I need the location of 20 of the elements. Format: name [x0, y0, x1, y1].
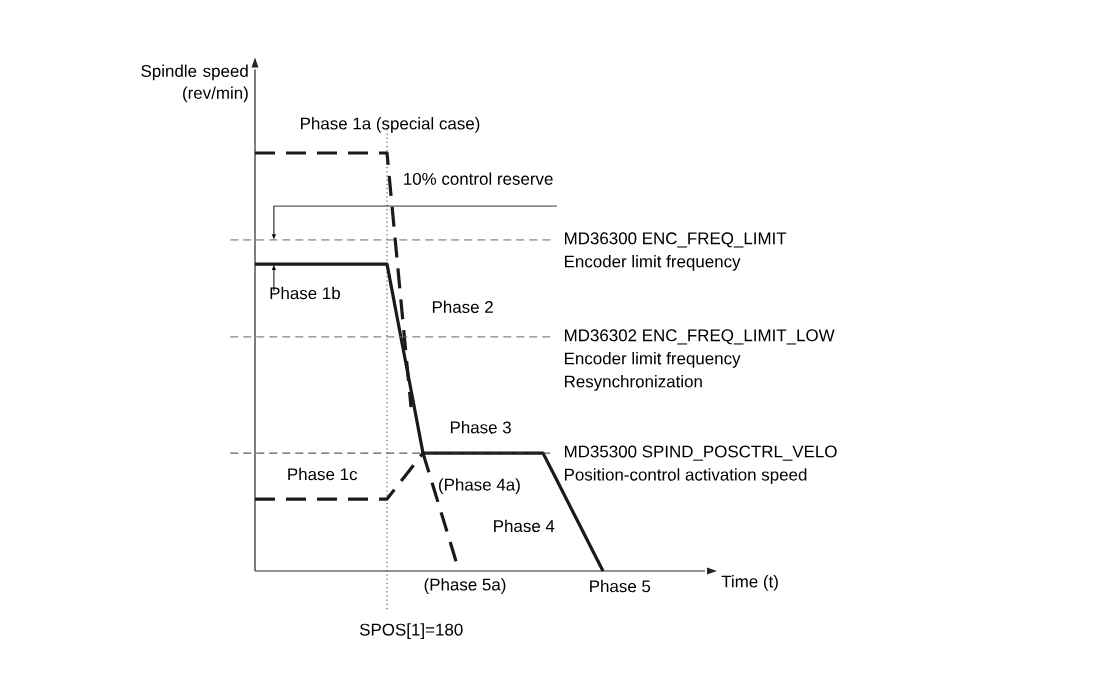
ref-line-label: MD35300 SPIND_POSCTRL_VELO: [565, 445, 837, 461]
annotation: Position-control activation speed: [565, 468, 807, 484]
annotation: Encoder limit frequency: [565, 255, 741, 271]
ref-line-label: MD36300 ENC_FREQ_LIMIT: [565, 232, 787, 248]
annotation: Phase 2: [432, 300, 493, 314]
text: SPOS[1]=180: [359, 623, 463, 639]
text: Phase 5: [590, 579, 651, 593]
y-axis-title: Spindle speed (rev/min): [141, 64, 248, 103]
text: Phase 1a (special case): [301, 117, 480, 133]
annotation: Phase 1c: [288, 467, 358, 481]
ref-line-label: 10% control reserve: [404, 172, 553, 185]
text: Time (t): [721, 575, 778, 591]
annotation: Phase 4: [494, 519, 555, 533]
annotation: Phase 1b: [270, 286, 340, 300]
ref-line-label: MD36302 ENC_FREQ_LIMIT_LOW: [565, 329, 835, 345]
text: (Phase 5a): [424, 578, 506, 594]
annotation: Encoder limit frequency: [565, 352, 741, 368]
annotation: Resynchronization: [565, 375, 702, 391]
annotation: Phase 3: [450, 420, 511, 434]
annotation: (Phase 4a): [439, 478, 520, 495]
